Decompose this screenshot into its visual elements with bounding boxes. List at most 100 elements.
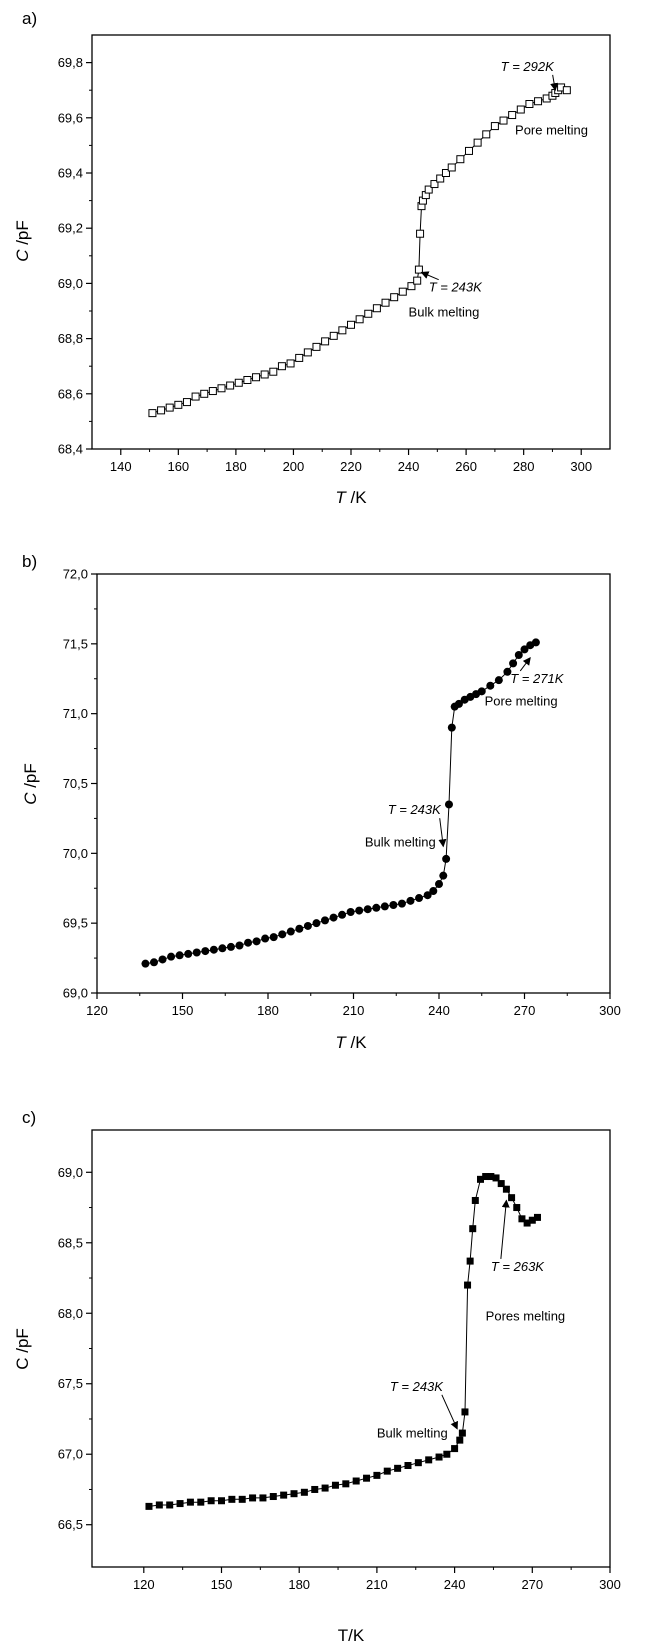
chart-panel-1: a) 140 160 180 200 220 240 260 280 300 68,4 68,6 68,… (13, 9, 611, 507)
data-point (414, 265, 423, 274)
data-point (312, 919, 321, 928)
data-point (444, 800, 453, 809)
y-axis-label-italic: C (13, 249, 32, 262)
data-point (176, 1500, 184, 1508)
y-tick-label: 69,2 (58, 221, 83, 236)
data-point (520, 645, 529, 654)
data-point (373, 1471, 381, 1479)
y-axis-label-italic: C (21, 792, 40, 805)
annotation-label: Pore melting (515, 122, 588, 137)
data-point (429, 887, 438, 896)
data-point (413, 276, 422, 285)
data-point (435, 1453, 443, 1461)
data-point (321, 337, 330, 346)
y-tick-label: 67,5 (58, 1376, 83, 1391)
x-tick-label: 150 (172, 1003, 194, 1018)
data-point (482, 1173, 490, 1181)
data-point (497, 1180, 505, 1188)
data-point (238, 1495, 246, 1503)
data-point (439, 871, 448, 880)
y-tick-label: 68,6 (58, 386, 83, 401)
x-tick-label: 200 (283, 459, 305, 474)
data-point (487, 1173, 495, 1181)
y-axis-label-rest: /pF (21, 763, 40, 792)
data-point (141, 959, 150, 968)
data-point (197, 1498, 205, 1506)
series-line (152, 86, 568, 414)
data-point (329, 331, 338, 340)
plot-frame (96, 573, 611, 994)
data-point (234, 378, 243, 387)
data-point (394, 1464, 402, 1472)
annotation-label: T = 263K (491, 1259, 545, 1274)
chart-panel-3: c) 120 150 180 210 240 270 300 66,5 67,0 67,5 68,0 6… (13, 1108, 621, 1645)
data-point (528, 1216, 536, 1224)
data-point (252, 373, 261, 382)
x-tick-label: 270 (514, 1003, 536, 1018)
data-point (407, 282, 416, 291)
data-point (174, 400, 183, 409)
data-point (514, 651, 523, 660)
y-axis-label: C /pF (13, 220, 32, 262)
data-point (523, 1219, 531, 1227)
x-tick-label: 300 (599, 1003, 621, 1018)
data-point (150, 958, 158, 967)
data-point (456, 1436, 464, 1444)
data-point (148, 409, 157, 418)
data-point (175, 951, 184, 960)
data-point (442, 854, 451, 863)
data-point (269, 1493, 277, 1501)
data-point (490, 122, 499, 131)
x-tick-label: 180 (288, 1577, 310, 1592)
data-point (235, 941, 244, 950)
data-point (454, 699, 463, 708)
data-point (226, 942, 235, 951)
data-point (338, 326, 347, 335)
data-point (311, 1485, 319, 1493)
y-axis-label: C /pF (13, 1328, 32, 1370)
data-point (461, 1408, 469, 1416)
data-point (458, 1429, 466, 1437)
data-point (508, 111, 517, 120)
data-point (278, 930, 287, 939)
data-point (338, 910, 347, 919)
x-axis-label: T /K (335, 488, 367, 507)
data-point (473, 138, 482, 147)
panel-label: c) (22, 1108, 36, 1127)
x-axis-label-rest: /K (346, 1033, 367, 1052)
data-point (397, 899, 406, 908)
data-point (464, 146, 473, 155)
x-tick-label: 270 (521, 1577, 543, 1592)
x-tick-label: 160 (167, 459, 189, 474)
data-point (562, 86, 571, 95)
data-point (329, 913, 338, 922)
data-point (380, 902, 389, 911)
data-point (383, 1467, 391, 1475)
annotation-label: T = 243K (429, 280, 483, 295)
data-point (218, 1497, 225, 1505)
y-tick-label: 68,0 (58, 1306, 83, 1321)
data-point (471, 1196, 479, 1204)
x-tick-label: 180 (257, 1003, 279, 1018)
data-point (466, 1257, 474, 1265)
x-tick-label: 120 (86, 1003, 108, 1018)
data-point (372, 304, 381, 313)
data-point (389, 901, 398, 910)
data-point (477, 1175, 484, 1183)
x-tick-label: 210 (366, 1577, 388, 1592)
x-tick-label: 300 (570, 459, 592, 474)
data-point (244, 938, 253, 947)
plot-frame (91, 34, 611, 450)
data-point (346, 907, 355, 916)
data-point (503, 667, 512, 676)
data-point (331, 1481, 339, 1489)
y-tick-label: 67,0 (58, 1447, 83, 1462)
data-point (166, 1501, 174, 1509)
data-point (355, 906, 364, 915)
annotation-label: T = 243K (390, 1379, 444, 1394)
data-point (502, 1185, 510, 1193)
data-point (228, 1495, 236, 1503)
data-point (259, 1494, 267, 1502)
y-tick-label: 69,0 (58, 1165, 83, 1180)
y-tick-label: 69,0 (58, 276, 83, 291)
